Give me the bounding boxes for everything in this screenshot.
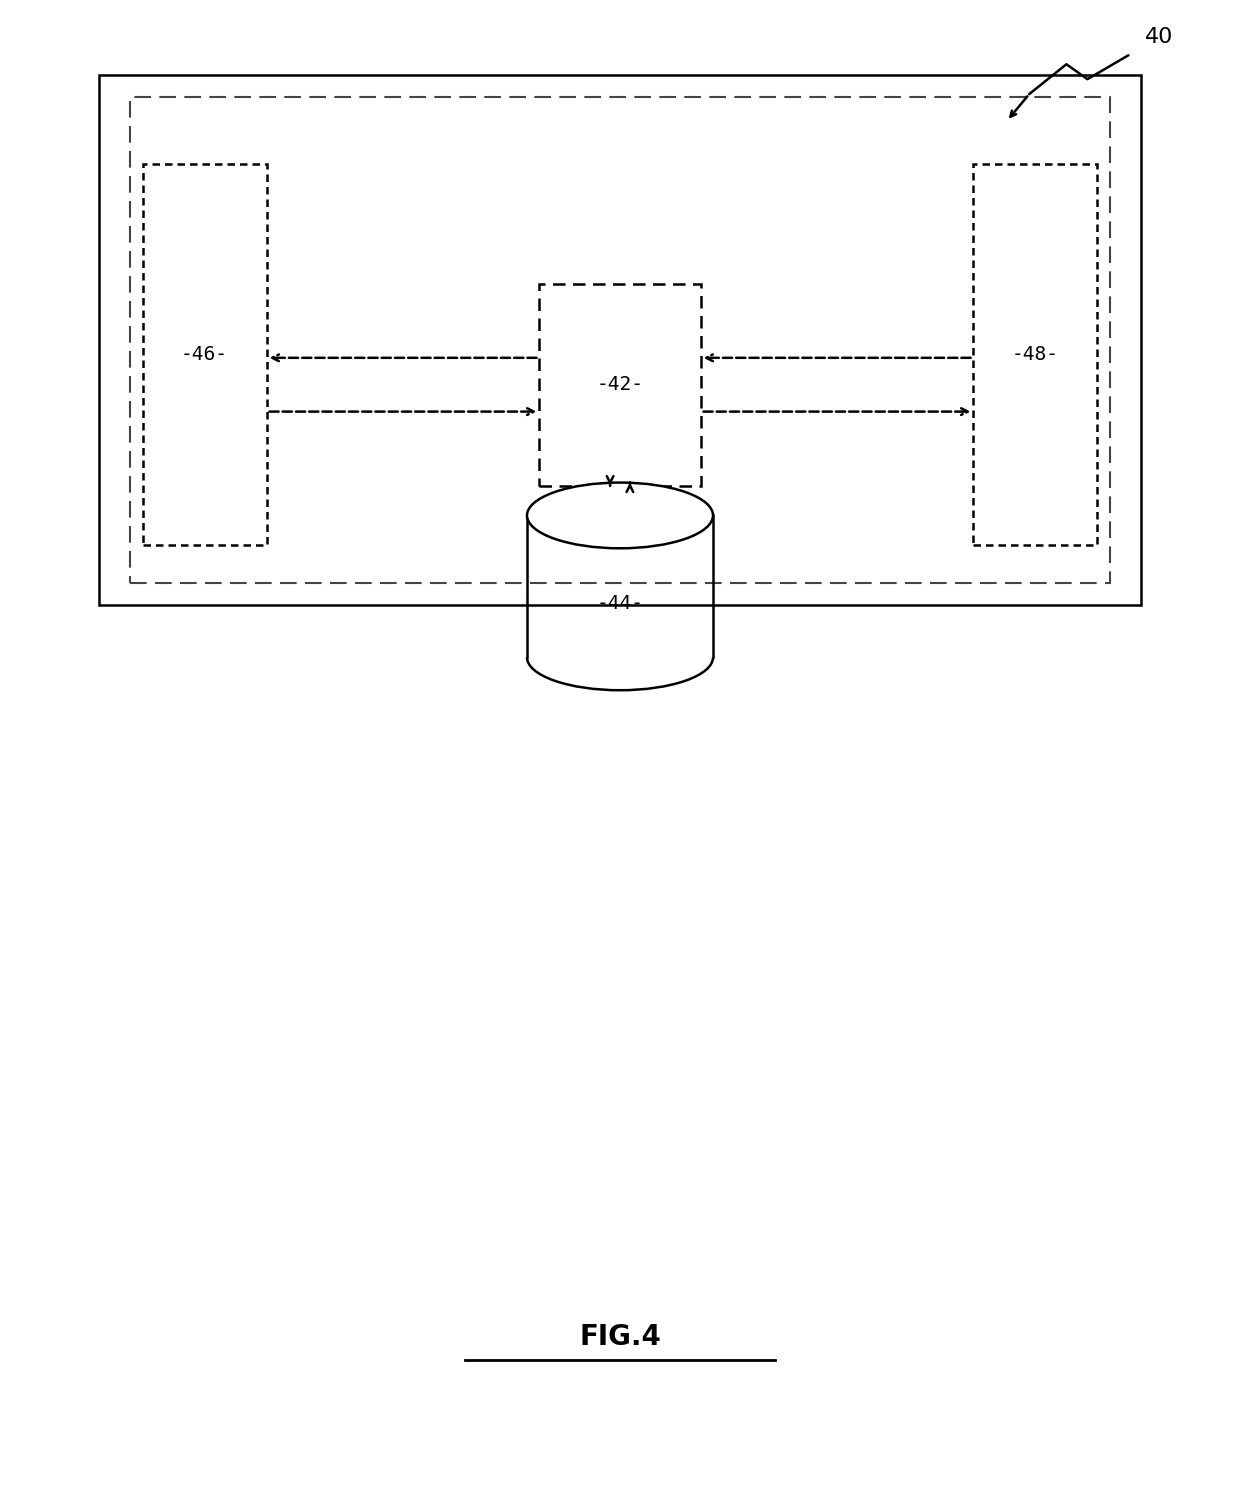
Bar (99, 75, 1141, 605)
Text: 40: 40 (1146, 27, 1173, 48)
Ellipse shape (527, 483, 713, 548)
Text: -48-: -48- (1012, 345, 1059, 365)
Text: FIG.4: FIG.4 (579, 1324, 661, 1351)
Bar (973, 164, 1097, 545)
Bar (143, 164, 267, 545)
Text: -46-: -46- (181, 345, 228, 365)
Text: -42-: -42- (596, 375, 644, 394)
Bar (539, 284, 701, 486)
Text: -44-: -44- (596, 595, 644, 613)
Bar (130, 97, 1110, 583)
